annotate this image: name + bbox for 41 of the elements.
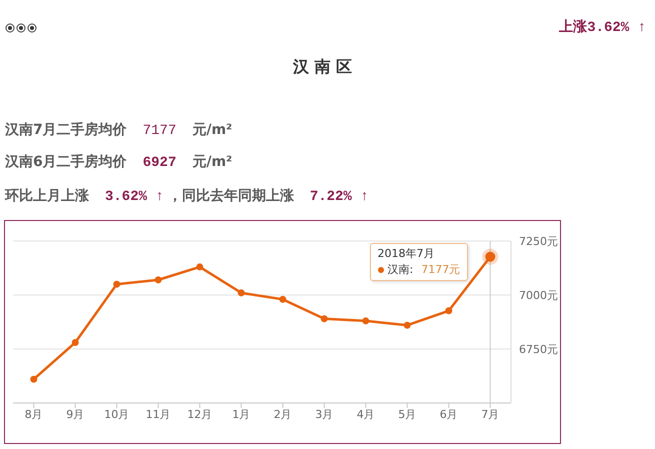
point [320, 315, 328, 322]
x-tick-label: 4月 [356, 408, 375, 421]
text: 7177 [142, 123, 176, 139]
point [196, 263, 204, 270]
x-tick-label: 7月 [481, 408, 500, 421]
point [445, 307, 452, 314]
text: 汉南6月二手房均价 [5, 153, 127, 171]
text: 元/m² [192, 121, 232, 139]
x-tick-label: 10月 [104, 408, 130, 421]
point [279, 296, 286, 303]
y-tick-label: 6750元 [519, 342, 558, 356]
text: 上涨3.62% ↑ [559, 18, 646, 36]
point [154, 276, 162, 284]
annotation: 7177元 [421, 262, 460, 277]
text: 7.22% ↑ [310, 189, 369, 205]
text: ，同比去年同期上涨 [168, 187, 294, 205]
text: 汉南7月二手房均价 [5, 121, 127, 139]
point [238, 289, 245, 296]
x-tick-label: 6月 [440, 408, 458, 421]
point [404, 322, 411, 329]
text: 6927 [142, 155, 176, 171]
x-tick-label: 5月 [398, 408, 416, 421]
point [72, 339, 79, 346]
x-tick-label: 12月 [187, 408, 212, 421]
point [113, 280, 120, 288]
x-tick-label: 11月 [146, 408, 171, 421]
x-tick-label: 9月 [66, 408, 84, 421]
chart-title: 汉 南 区 [292, 57, 354, 78]
annotation: 2018年7月 [378, 246, 436, 261]
text: 元/m² [192, 153, 232, 171]
point [30, 376, 38, 383]
y-tick-label: 7250元 [519, 234, 558, 248]
x-tick-label: 2月 [274, 408, 292, 421]
y-tick-label: 7000元 [519, 288, 558, 302]
x-tick-label: 8月 [24, 408, 43, 421]
x-tick-label: 3月 [315, 408, 334, 421]
point [362, 317, 370, 324]
text: 3.62% ↑ [105, 189, 164, 205]
text: 环比上月上涨 [5, 187, 89, 205]
legend-label: 汉南: [388, 262, 414, 277]
x-tick-label: 1月 [232, 408, 250, 421]
